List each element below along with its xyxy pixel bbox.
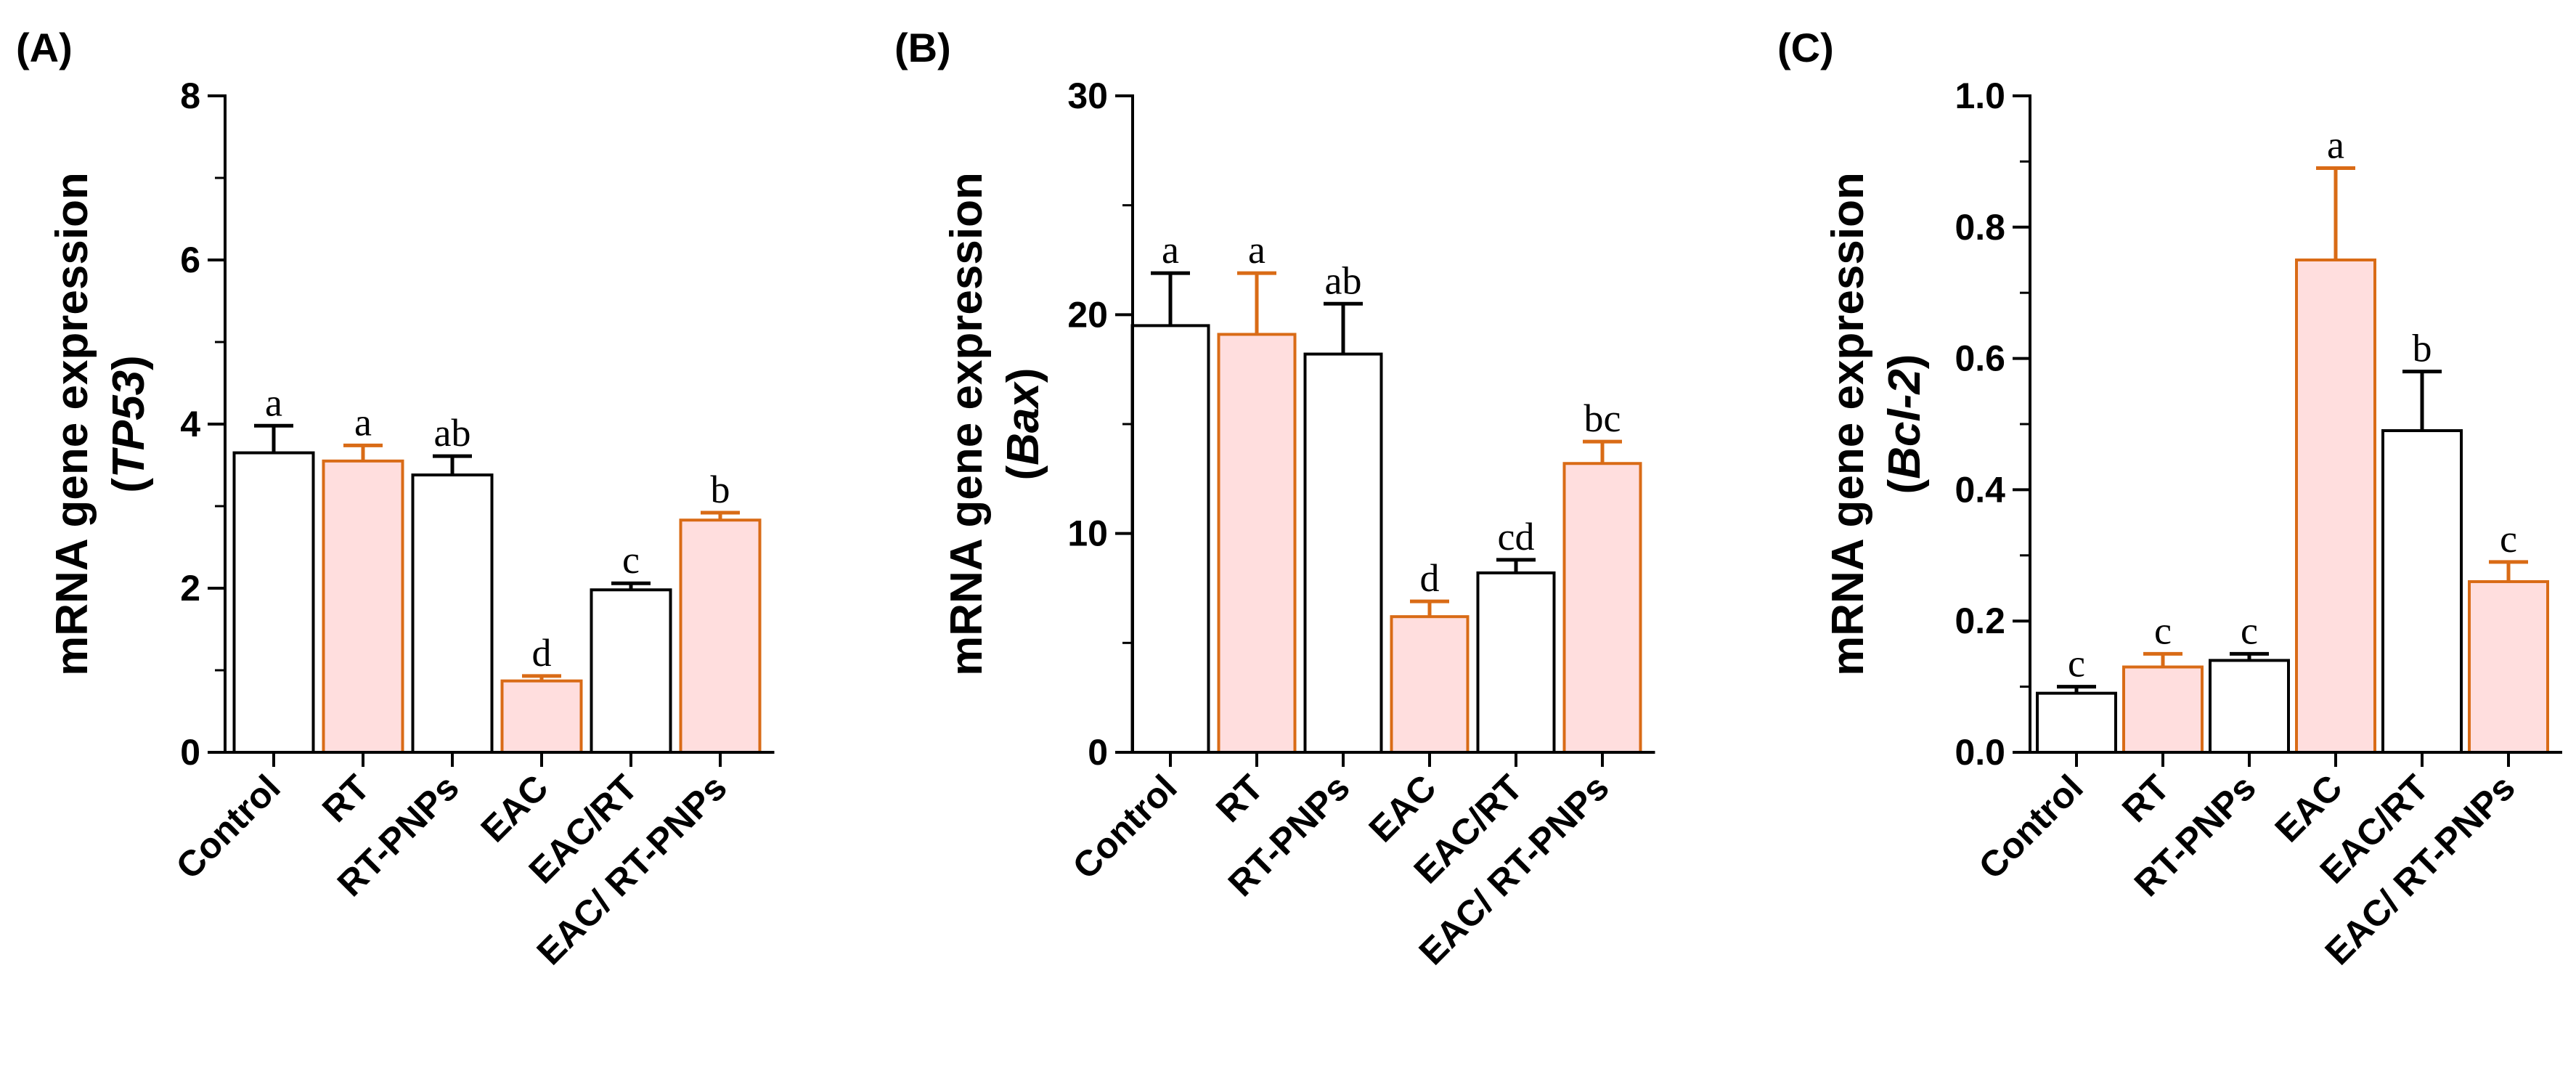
significance-label: a	[1248, 228, 1265, 272]
significance-label: c	[2241, 609, 2258, 652]
y-tick-label: 30	[1067, 76, 1108, 116]
gene-name: Bcl-2	[1880, 369, 1930, 479]
y-axis-label-line2: (	[998, 465, 1048, 481]
y-axis-label-close: )	[998, 367, 1048, 383]
bar-control	[2036, 691, 2117, 754]
y-axis-label: mRNA gene expression (Bcl-2)	[1823, 172, 1930, 676]
y-tick-label: 2	[180, 568, 200, 609]
significance-label: b	[2413, 327, 2432, 370]
significance-label: d	[1420, 556, 1440, 600]
bar-rt-pnps	[2209, 659, 2290, 754]
significance-label: b	[711, 468, 730, 511]
y-tick-label: 0.4	[1955, 469, 2005, 510]
y-axis-label-line1: mRNA gene expression	[942, 172, 992, 676]
bar-rt-pnps	[411, 473, 494, 754]
y-axis-label: mRNA gene expression (Bax)	[942, 172, 1048, 676]
bar-control	[1130, 324, 1210, 754]
y-tick-label: 4	[180, 404, 200, 444]
y-tick-label: 8	[180, 76, 200, 116]
bar-rt	[2122, 665, 2204, 754]
y-tick-label: 0.6	[1955, 338, 2005, 379]
y-tick-label: 1.0	[1955, 76, 2005, 116]
y-axis-label-close: )	[1880, 354, 1930, 370]
panel-b: (B) mRNA gene expression (Bax) a Control a RT a…	[894, 25, 1655, 972]
significance-label: a	[265, 381, 282, 424]
significance-label: cd	[1498, 515, 1535, 558]
x-tick-label: RT	[2114, 767, 2177, 830]
x-tick-label: RT	[1208, 767, 1271, 830]
significance-label: c	[2500, 517, 2517, 561]
bar-eac-rt-pnps	[679, 518, 762, 754]
y-tick-label: 0.0	[1955, 732, 2005, 773]
bar-eac	[2295, 259, 2376, 754]
significance-label: d	[532, 631, 552, 675]
bar-eac-rt	[2381, 429, 2463, 754]
y-tick-label: 0	[1088, 732, 1108, 773]
y-axis-label-line1: mRNA gene expression	[1823, 172, 1873, 676]
significance-label: bc	[1584, 396, 1621, 440]
significance-label: a	[1162, 228, 1179, 272]
y-tick-label: 0.8	[1955, 207, 2005, 248]
bar-rt	[1217, 333, 1297, 754]
y-axis-label-close: )	[104, 355, 154, 370]
x-tick-label: EAC	[473, 767, 556, 850]
panel-label: (C)	[1777, 25, 1834, 70]
significance-label: a	[354, 400, 372, 444]
y-tick-label: 0.2	[1955, 601, 2005, 641]
y-axis-label-line2: (	[104, 478, 154, 493]
bar-control	[232, 451, 315, 754]
significance-label: ab	[1325, 259, 1362, 302]
panel-label: (A)	[16, 25, 73, 70]
y-tick-label: 6	[180, 240, 200, 280]
gene-name: TP53	[104, 370, 154, 478]
significance-label: c	[2068, 642, 2085, 686]
significance-label: ab	[434, 411, 471, 455]
panel-c: (C) mRNA gene expression (Bcl-2) c Control c R…	[1777, 25, 2562, 972]
y-tick-label: 0	[180, 732, 200, 773]
significance-label: c	[622, 538, 640, 582]
gene-name: Bax	[998, 381, 1048, 465]
x-tick-label: Control	[1971, 767, 2091, 887]
y-tick-label: 20	[1067, 294, 1108, 335]
bar-rt	[322, 459, 404, 754]
panel-a: (A) mRNA gene expression (TP53) a Control a RT…	[16, 25, 775, 972]
bar-eac-rt-pnps	[1562, 462, 1642, 754]
x-tick-label: Control	[1065, 767, 1185, 887]
bar-eac	[1390, 615, 1470, 754]
significance-label: c	[2154, 609, 2172, 652]
panel-label: (B)	[894, 25, 951, 70]
y-axis-label-line1: mRNA gene expression	[47, 172, 97, 676]
x-tick-label: Control	[168, 767, 288, 887]
x-tick-label: RT	[314, 767, 378, 830]
y-axis-label: mRNA gene expression (TP53)	[47, 172, 154, 676]
bar-rt-pnps	[1303, 352, 1383, 754]
bar-eac	[500, 679, 583, 754]
bar-eac-rt	[590, 588, 672, 754]
y-tick-label: 10	[1067, 513, 1108, 554]
bar-eac-rt-pnps	[2468, 579, 2549, 754]
significance-label: a	[2327, 123, 2344, 166]
bar-eac-rt	[1476, 571, 1556, 754]
y-axis-label-line2: (	[1880, 479, 1930, 494]
